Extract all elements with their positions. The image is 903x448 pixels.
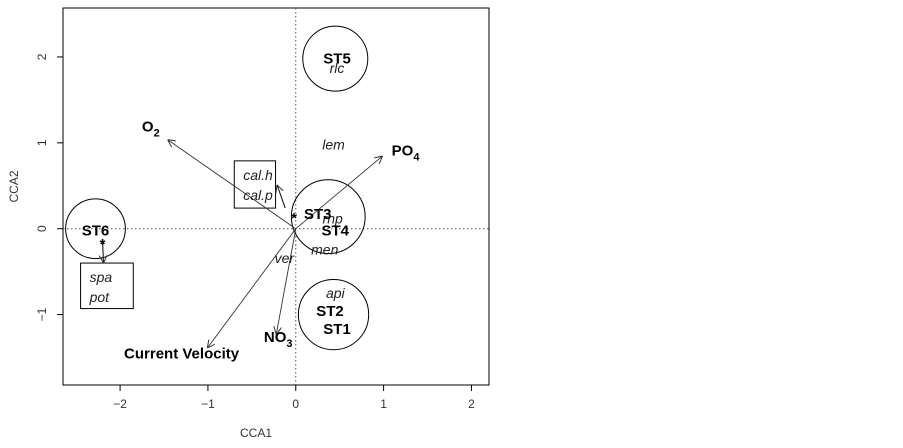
- species-label: men: [311, 241, 338, 257]
- x-tick-label: 2: [468, 397, 475, 411]
- site-label: ST6: [82, 222, 110, 239]
- site-group-circle: [302, 25, 369, 92]
- species-box-arrow: [103, 238, 104, 262]
- reference-lines: [63, 8, 489, 385]
- env-vector-arrow: [295, 157, 382, 230]
- site-marker: *: [291, 210, 297, 227]
- site-label: ST2: [316, 303, 344, 320]
- species-label: cal.p: [243, 187, 273, 203]
- x-tick-label: −1: [201, 397, 215, 411]
- env-vector-subscript: 3: [286, 338, 292, 350]
- site-group-circle: [297, 278, 370, 351]
- env-vector-label: O2: [142, 119, 160, 140]
- axis-ticks: −2 −1 0 1 2 −1 0 1 2: [35, 53, 475, 411]
- plot-frame: [62, 7, 490, 386]
- species-label: rhp: [323, 210, 343, 226]
- species-label: rlc: [330, 60, 345, 76]
- species-label: api: [326, 285, 346, 301]
- species-label: spa: [90, 269, 113, 285]
- site-label: ST1: [323, 321, 351, 338]
- env-vector-label: PO4: [392, 143, 421, 164]
- y-tick-label: −1: [35, 307, 49, 321]
- y-tick-label: 2: [35, 53, 49, 60]
- y-tick-label: 0: [35, 225, 49, 232]
- species-label: cal.h: [243, 167, 273, 183]
- species-boxes: cal.h cal.p spa pot: [80, 160, 286, 310]
- env-vector-label: Current Velocity: [124, 345, 240, 362]
- env-vector-arrow: [208, 228, 297, 348]
- y-tick-label: 1: [35, 139, 49, 146]
- frame-layer: [62, 7, 490, 386]
- site-group-circle: [290, 179, 366, 255]
- species-label: ver: [275, 250, 296, 266]
- env-vector-label: NO3: [264, 329, 293, 350]
- site-marker: *: [100, 236, 106, 253]
- site-group-circle: [65, 198, 126, 260]
- x-tick-label: −2: [113, 397, 127, 411]
- env-vector-arrow: [168, 140, 297, 230]
- species-box: spa pot: [80, 238, 134, 310]
- species-label: lem: [322, 137, 345, 153]
- species-box: cal.h cal.p: [233, 160, 286, 209]
- y-axis-title: CCA2: [7, 170, 21, 202]
- x-tick-label: 0: [292, 397, 299, 411]
- environment-vectors: O2 PO4 NO3 Current Velocity: [124, 119, 420, 363]
- site-label: ST5: [323, 51, 351, 68]
- x-axis-title: CCA1: [240, 426, 272, 440]
- species-box-arrow: [277, 186, 286, 209]
- site-label: ST4: [322, 222, 350, 239]
- x-tick-label: 1: [380, 397, 387, 411]
- species-box-frame: [80, 262, 134, 310]
- env-vector-subscript: 2: [154, 128, 160, 140]
- site-label: ST3: [304, 206, 332, 223]
- env-vector-subscript: 4: [413, 152, 420, 164]
- env-vector-arrow: [276, 228, 297, 334]
- site-group-circles: [65, 25, 370, 351]
- species-label: pot: [89, 289, 111, 305]
